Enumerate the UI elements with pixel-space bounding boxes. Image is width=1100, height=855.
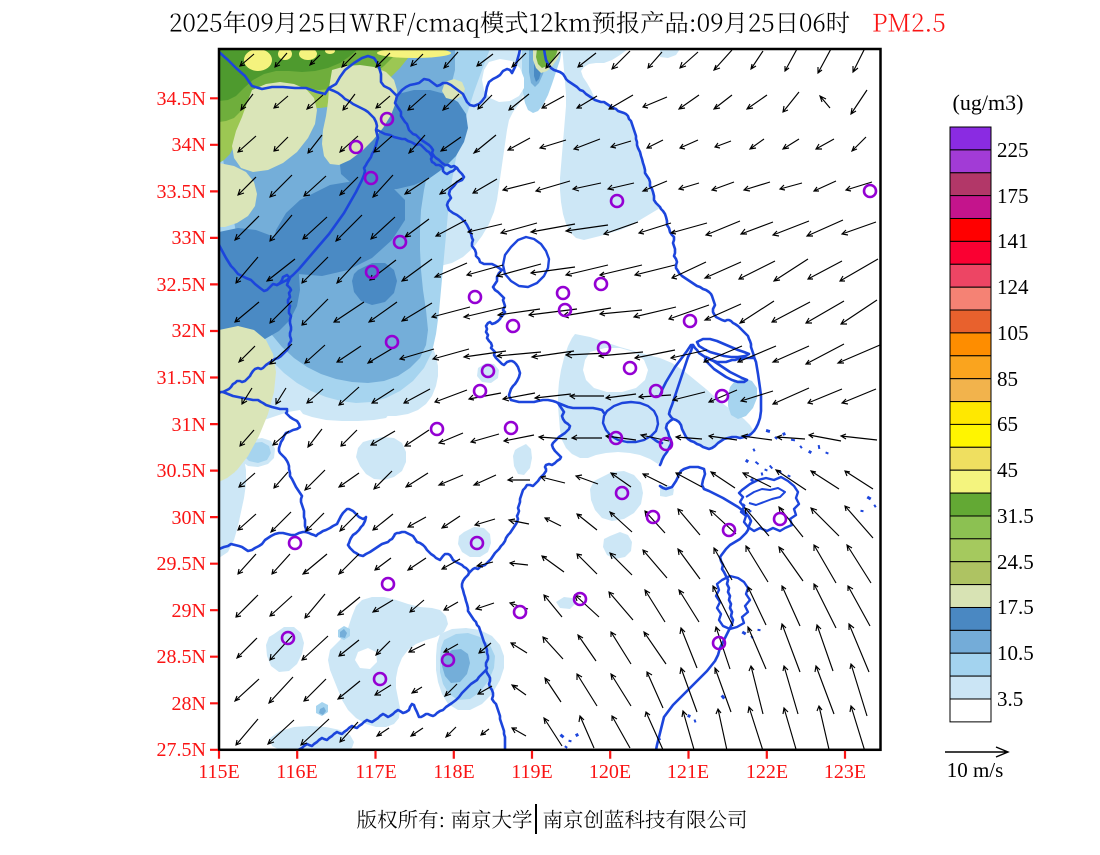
svg-text:105: 105 [997, 321, 1029, 345]
svg-text:29N: 29N [172, 600, 206, 622]
svg-text:31.5: 31.5 [997, 504, 1034, 528]
svg-text:85: 85 [997, 367, 1018, 391]
svg-text:123E: 123E [824, 761, 866, 783]
svg-text:31.5N: 31.5N [157, 367, 206, 389]
svg-text:28N: 28N [172, 693, 206, 715]
svg-text:30N: 30N [172, 507, 206, 529]
svg-text:29.5N: 29.5N [157, 553, 206, 575]
svg-text:115E: 115E [198, 761, 239, 783]
svg-text:141: 141 [997, 229, 1029, 253]
svg-text:28.5N: 28.5N [157, 646, 206, 668]
svg-text:(ug/m3): (ug/m3) [953, 90, 1024, 115]
svg-text:10.5: 10.5 [997, 641, 1034, 665]
svg-text:27.5N: 27.5N [157, 739, 206, 761]
svg-text:124: 124 [997, 275, 1029, 299]
svg-text:34.5N: 34.5N [157, 88, 206, 110]
svg-text:116E: 116E [276, 761, 317, 783]
svg-text:33N: 33N [172, 227, 206, 249]
svg-text:33.5N: 33.5N [157, 181, 206, 203]
svg-text:121E: 121E [667, 761, 709, 783]
svg-text:175: 175 [997, 184, 1029, 208]
svg-text:24.5: 24.5 [997, 550, 1034, 574]
svg-text:34N: 34N [172, 134, 206, 156]
svg-text:118E: 118E [433, 761, 474, 783]
svg-text:120E: 120E [589, 761, 631, 783]
svg-text:30.5N: 30.5N [157, 460, 206, 482]
svg-text:117E: 117E [355, 761, 396, 783]
svg-text:3.5: 3.5 [997, 687, 1023, 711]
svg-text:10 m/s: 10 m/s [947, 758, 1004, 782]
svg-text:225: 225 [997, 138, 1029, 162]
svg-text:17.5: 17.5 [997, 595, 1034, 619]
svg-text:45: 45 [997, 458, 1018, 482]
svg-text:65: 65 [997, 412, 1018, 436]
svg-text:122E: 122E [746, 761, 788, 783]
svg-text:119E: 119E [511, 761, 552, 783]
svg-text:31N: 31N [172, 414, 206, 436]
svg-text:32N: 32N [172, 320, 206, 342]
svg-text:32.5N: 32.5N [157, 274, 206, 296]
